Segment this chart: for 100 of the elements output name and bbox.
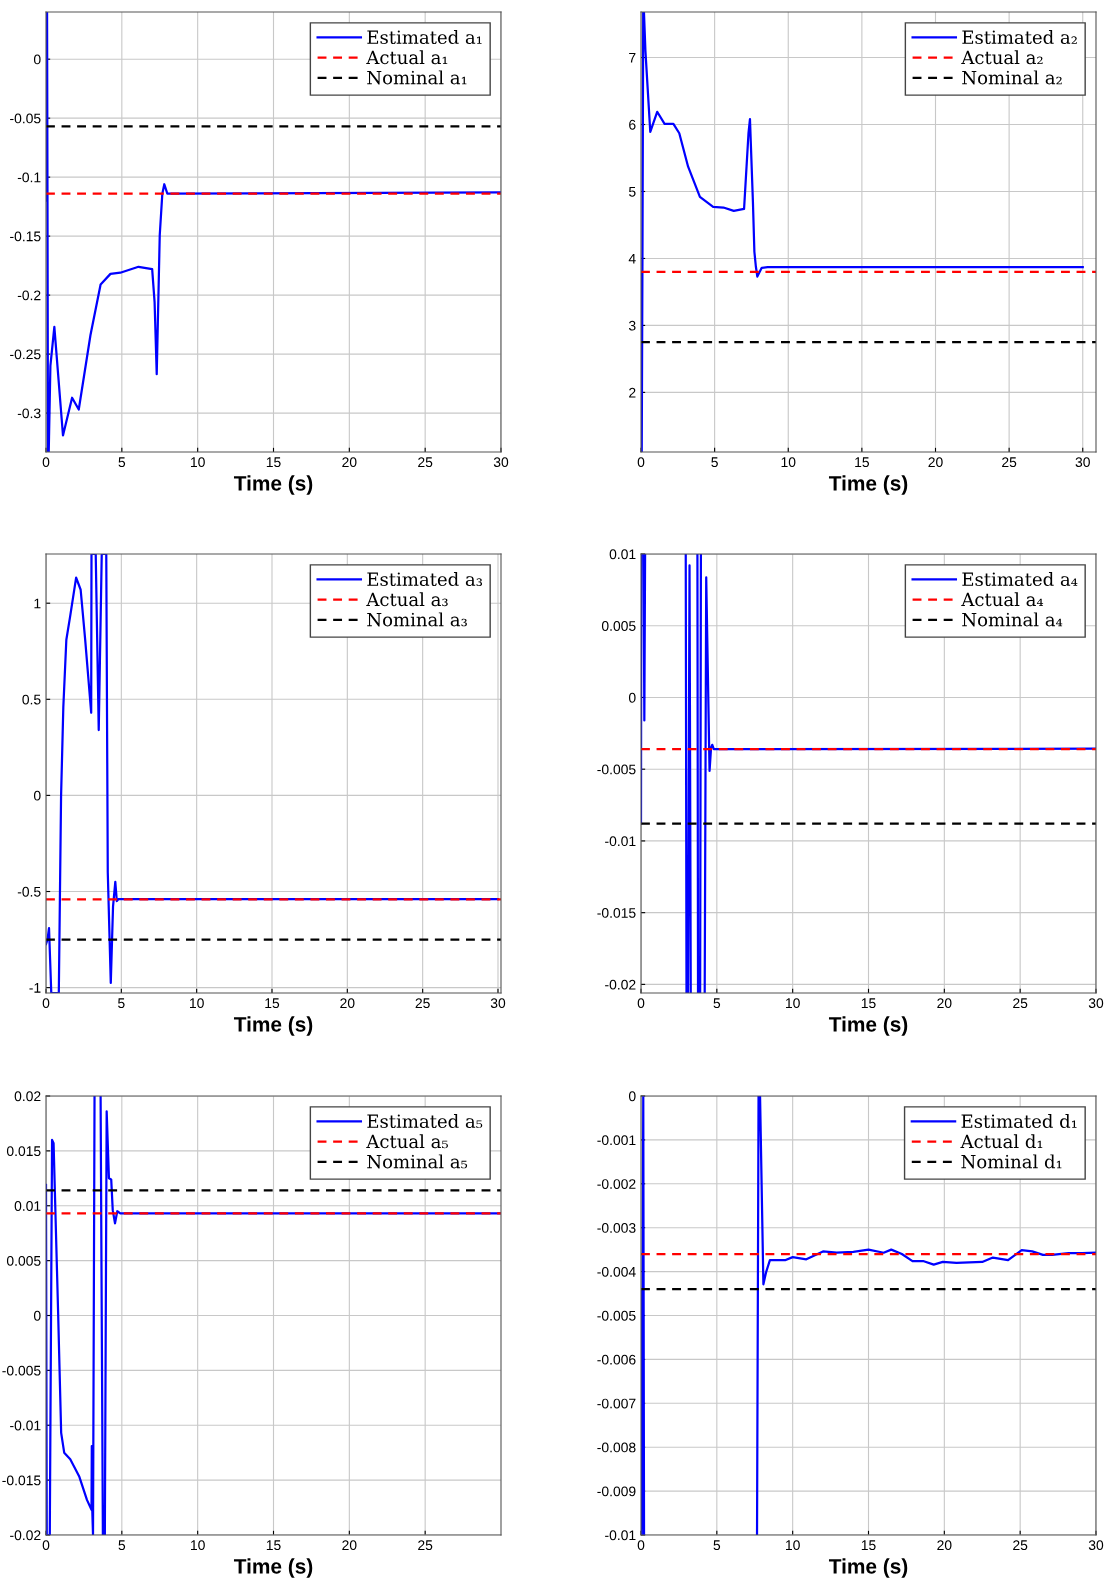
y-tick-label: -0.5 bbox=[17, 886, 41, 897]
x-tick-label: 15 bbox=[265, 998, 280, 1009]
legend-label: Estimated d₁ bbox=[961, 1114, 1077, 1129]
legend-label: Nominal a₂ bbox=[962, 70, 1062, 85]
x-tick-label: 10 bbox=[786, 1540, 800, 1551]
x-axis-title: Time (s) bbox=[233, 1558, 313, 1578]
y-tick-label: -0.01 bbox=[605, 1530, 636, 1541]
legend-label: Nominal a₄ bbox=[962, 612, 1063, 627]
x-tick-label: 5 bbox=[711, 457, 718, 468]
y-tick-label: 6 bbox=[629, 119, 636, 130]
x-tick-label: 15 bbox=[266, 1540, 281, 1551]
x-axis-title: Time (s) bbox=[828, 475, 908, 495]
legend-label: Actual d₁ bbox=[960, 1134, 1043, 1149]
y-tick-label: -0.05 bbox=[10, 113, 41, 124]
x-tick-label: 0 bbox=[637, 998, 645, 1009]
x-tick-label: 25 bbox=[418, 457, 433, 468]
y-tick-label: 0.02 bbox=[14, 1091, 41, 1102]
y-tick-label: 0.005 bbox=[601, 621, 636, 631]
legend-label: Estimated a₂ bbox=[962, 30, 1077, 45]
y-tick-label: -0.005 bbox=[597, 764, 636, 775]
y-tick-label: -0.015 bbox=[597, 907, 636, 918]
x-tick-label: 5 bbox=[118, 1540, 126, 1551]
y-tick-label: -0.3 bbox=[17, 408, 41, 419]
y-tick-label: -0.25 bbox=[10, 349, 41, 360]
x-tick-label: 10 bbox=[191, 1540, 205, 1551]
y-tick-label: -0.01 bbox=[10, 1420, 41, 1431]
x-tick-label: 30 bbox=[1088, 1540, 1104, 1551]
y-tick-label: -0.015 bbox=[2, 1475, 41, 1486]
legend-label: Estimated a₄ bbox=[962, 572, 1078, 587]
legend-label: Actual a₄ bbox=[961, 592, 1044, 607]
x-tick-label: 20 bbox=[937, 998, 952, 1009]
x-tick-label: 25 bbox=[415, 998, 430, 1009]
y-tick-label: -0.008 bbox=[597, 1442, 636, 1453]
x-tick-label: 20 bbox=[342, 457, 357, 468]
y-tick-label: 4 bbox=[628, 253, 636, 264]
x-tick-label: 5 bbox=[713, 1540, 721, 1551]
y-tick-label: 0.5 bbox=[22, 694, 41, 705]
x-axis-title: Time (s) bbox=[233, 475, 313, 495]
y-tick-label: 0.005 bbox=[6, 1255, 41, 1266]
legend-label: Actual a₅ bbox=[366, 1134, 448, 1149]
y-tick-label: 0 bbox=[628, 1091, 636, 1102]
y-tick-label: -0.009 bbox=[597, 1486, 636, 1497]
y-tick-label: -0.001 bbox=[597, 1135, 636, 1146]
x-tick-label: 20 bbox=[928, 457, 943, 468]
y-tick-label: 0.015 bbox=[6, 1146, 41, 1157]
y-tick-label: 0.01 bbox=[609, 549, 636, 560]
line-series bbox=[46, 554, 500, 993]
x-tick-label: 10 bbox=[191, 457, 205, 468]
x-tick-label: 5 bbox=[118, 457, 126, 468]
y-tick-label: -0.02 bbox=[605, 979, 636, 990]
legend-label: Nominal d₁ bbox=[961, 1154, 1062, 1169]
legend-label: Estimated a₃ bbox=[367, 572, 483, 587]
y-tick-label: -0.02 bbox=[10, 1530, 41, 1541]
y-tick-label: 0.01 bbox=[14, 1201, 41, 1211]
x-tick-label: 0 bbox=[637, 457, 645, 468]
y-tick-label: -0.006 bbox=[597, 1354, 636, 1365]
x-tick-label: 10 bbox=[190, 998, 204, 1009]
x-tick-label: 30 bbox=[490, 998, 506, 1009]
legend-label: Nominal a₃ bbox=[367, 612, 467, 627]
x-tick-label: 25 bbox=[418, 1540, 433, 1551]
x-tick-label: 25 bbox=[1013, 998, 1028, 1009]
x-tick-label: 20 bbox=[340, 998, 355, 1009]
legend-label: Nominal a₁ bbox=[367, 70, 467, 85]
y-tick-label: -0.005 bbox=[2, 1365, 41, 1376]
y-tick-label: 0 bbox=[33, 54, 41, 65]
legend-label: Nominal a₅ bbox=[367, 1154, 468, 1169]
x-tick-label: 20 bbox=[937, 1540, 952, 1551]
y-tick-label: -0.1 bbox=[17, 172, 41, 183]
x-axis-title: Time (s) bbox=[233, 1016, 313, 1036]
x-axis-title: Time (s) bbox=[828, 1558, 908, 1578]
y-tick-label: -0.007 bbox=[597, 1398, 636, 1409]
y-tick-label: 3 bbox=[628, 320, 636, 331]
y-tick-label: -0.002 bbox=[597, 1179, 636, 1189]
x-tick-label: 5 bbox=[713, 998, 721, 1009]
y-tick-label: -0.2 bbox=[17, 290, 41, 301]
x-tick-label: 15 bbox=[861, 1540, 876, 1551]
x-tick-label: 25 bbox=[1013, 1540, 1028, 1551]
y-tick-label: 0 bbox=[628, 692, 636, 703]
x-tick-label: 30 bbox=[493, 457, 509, 468]
x-tick-label: 30 bbox=[1075, 457, 1090, 468]
y-tick-label: 7 bbox=[629, 53, 636, 63]
x-tick-label: 25 bbox=[1002, 457, 1017, 468]
x-tick-label: 0 bbox=[637, 1540, 645, 1551]
y-tick-label: 1 bbox=[34, 598, 41, 609]
legend-label: Actual a₂ bbox=[961, 50, 1043, 65]
x-tick-label: 0 bbox=[42, 998, 50, 1009]
legend-label: Actual a₃ bbox=[366, 592, 448, 607]
y-tick-label: -0.15 bbox=[10, 231, 41, 242]
x-tick-label: 5 bbox=[118, 998, 125, 1009]
y-tick-label: 5 bbox=[628, 186, 636, 197]
y-tick-label: 0 bbox=[33, 1310, 41, 1321]
y-tick-label: 0 bbox=[33, 790, 41, 801]
x-tick-label: 0 bbox=[42, 1540, 50, 1551]
y-tick-label: 2 bbox=[629, 387, 636, 398]
line-series bbox=[46, 12, 501, 452]
y-tick-label: -0.004 bbox=[597, 1266, 636, 1277]
y-tick-label: -1 bbox=[29, 983, 41, 993]
x-axis-title: Time (s) bbox=[828, 1016, 908, 1036]
x-tick-label: 20 bbox=[342, 1540, 357, 1551]
x-tick-label: 15 bbox=[855, 457, 870, 468]
